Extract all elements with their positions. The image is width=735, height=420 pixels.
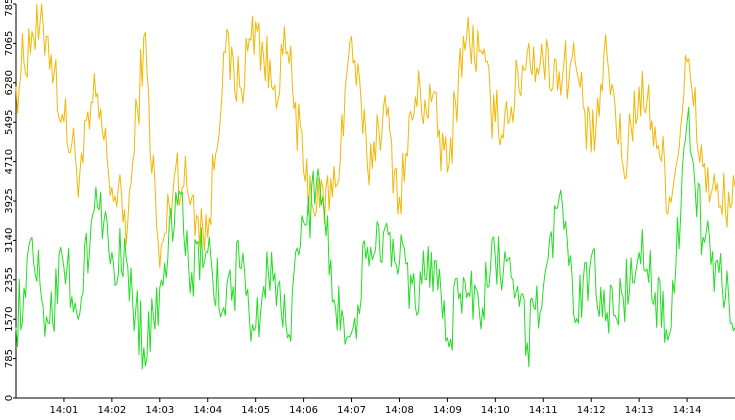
x-tick-label: 14:09 [433, 405, 462, 415]
x-tick-label: 14:02 [97, 405, 126, 415]
y-axis: 0 785 1570 2355 3140 3925 4710 5495 6280 7065 7850 [4, 0, 17, 401]
x-tick-label: 14:06 [289, 405, 318, 415]
y-tick-label: 7065 [4, 31, 15, 56]
series-line-2 [15, 106, 735, 370]
x-tick-label: 14:04 [193, 405, 222, 415]
series-line-1 [15, 3, 735, 268]
y-tick-label: 3140 [4, 228, 15, 253]
y-tick-label: 5495 [4, 109, 15, 134]
x-tick-label: 14:08 [385, 405, 414, 415]
y-tick-label: 3925 [4, 188, 15, 213]
x-tick-label: 14:13 [625, 405, 654, 415]
x-tick-label: 14:05 [241, 405, 270, 415]
y-tick-label: 2355 [4, 267, 15, 292]
y-tick-label: 0 [4, 395, 15, 401]
x-axis: 14:01 14:02 14:03 14:04 14:05 14:06 14:07 14:08… [16, 397, 735, 416]
x-tick-label: 14:14 [673, 405, 702, 415]
y-tick-label: 4710 [4, 149, 15, 174]
y-tick-label: 1570 [4, 306, 15, 331]
x-tick-label: 14:01 [50, 405, 79, 415]
series-layer [15, 3, 735, 370]
x-tick-label: 14:10 [481, 405, 510, 415]
x-tick-label: 14:03 [145, 405, 174, 415]
y-tick-label: 785 [4, 349, 15, 368]
x-tick-label: 14:11 [529, 405, 558, 415]
y-tick-label: 6280 [4, 70, 15, 95]
x-tick-label: 14:12 [577, 405, 606, 415]
x-tick-label: 14:07 [337, 405, 366, 415]
y-tick-label: 7850 [4, 0, 15, 17]
